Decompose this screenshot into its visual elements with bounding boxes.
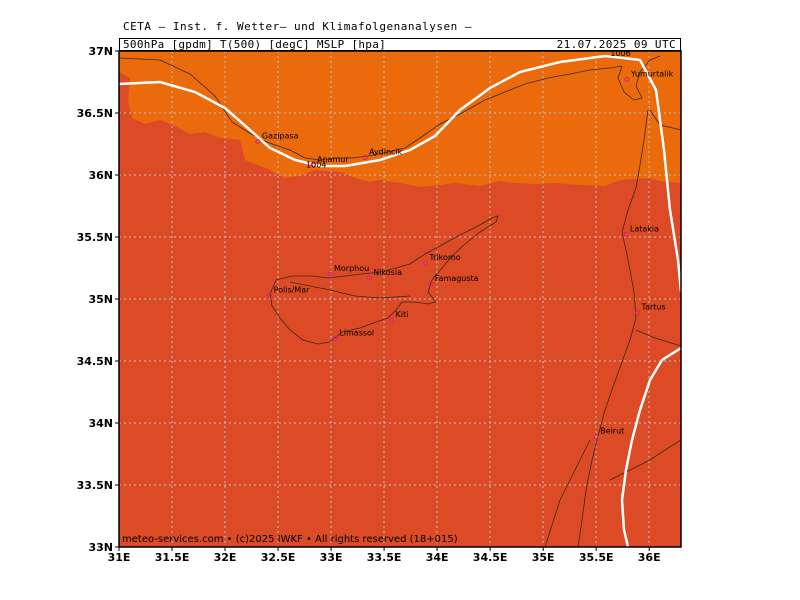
x-tick-label: 36E <box>638 551 661 564</box>
y-tick-label: 34N <box>88 417 113 430</box>
isobar-1006 <box>620 346 681 547</box>
axis-ticks: 31E 31.5E 32E 32.5E 33E 33.5E 34E 34.5E 35E 35.5E… <box>77 45 661 564</box>
x-tick-label: 33E <box>320 551 343 564</box>
city-marker <box>327 271 333 277</box>
city-marker <box>624 77 630 83</box>
y-tick-label: 36.5N <box>77 107 113 120</box>
city-marker <box>389 317 395 323</box>
footer-bar: meteo-services.com • (c)2025 IWKF • All … <box>119 534 681 547</box>
cyprus-coast <box>269 215 499 345</box>
x-tick-label: 34.5E <box>473 551 508 564</box>
y-tick-label: 33.5N <box>77 479 113 492</box>
city-label: Kiti <box>396 310 409 319</box>
city-label: Latakia <box>630 225 659 234</box>
city-label: Trikomo <box>428 253 460 262</box>
city-marker <box>332 336 338 342</box>
x-tick-label: 31.5E <box>155 551 190 564</box>
city-label: Nikosia <box>373 268 402 277</box>
lebanon-border <box>609 439 681 481</box>
city-label: Beirut <box>600 427 624 436</box>
coastlines <box>119 55 681 547</box>
y-tick-label: 36N <box>88 169 113 182</box>
map-plot-area <box>119 51 681 547</box>
chart-title: CETA – Inst. f. Wetter– und Klimafolgena… <box>123 20 473 33</box>
y-tick-label: 33N <box>88 541 113 554</box>
city-marker <box>310 162 316 168</box>
x-tick-label: 32E <box>214 551 237 564</box>
city-label: Polis/Mar <box>274 285 311 294</box>
syria-lebanon-border <box>635 329 681 347</box>
city-label: Tartus <box>641 303 666 312</box>
city-marker <box>366 275 372 281</box>
isobar-label: 1006 <box>610 49 630 58</box>
valid-time: 21.07.2025 09 UTC <box>556 38 676 51</box>
city-label: Morphou <box>334 264 369 273</box>
inland-border <box>544 439 591 547</box>
y-tick-label: 34.5N <box>77 355 113 368</box>
city-label: Gazipasa <box>262 132 299 141</box>
city-marker <box>593 434 599 440</box>
y-tick-label: 37N <box>88 45 113 58</box>
x-tick-label: 35E <box>532 551 555 564</box>
temperature-field-cooler <box>119 51 681 187</box>
lat-lon-grid <box>119 51 681 547</box>
isobar-label: 1004 <box>306 161 326 170</box>
city-marker <box>422 260 428 266</box>
city-label: Anamur <box>317 155 349 164</box>
city-marker <box>267 292 273 298</box>
city-marker <box>428 281 434 287</box>
turkey-coast <box>119 57 623 161</box>
y-tick-label: 35N <box>88 293 113 306</box>
city-marker <box>255 139 261 145</box>
isobars <box>119 54 681 547</box>
isobar-labels-layer: 1004 1006 <box>306 49 631 170</box>
levant-coast <box>577 109 649 547</box>
copyright-credit: meteo-services.com • (c)2025 IWKF • All … <box>122 534 458 545</box>
city-label: Yumurtalik <box>630 70 674 79</box>
city-marker <box>362 155 368 161</box>
cities-layer: Gazipasa Anamur Aydincik Yumurtalik Latakia T… <box>255 70 674 440</box>
y-tick-label: 35.5N <box>77 231 113 244</box>
x-tick-label: 31E <box>108 551 131 564</box>
isobar-1004 <box>119 54 681 293</box>
city-label: Limassol <box>339 329 374 338</box>
city-label: Famagusta <box>435 274 479 283</box>
x-tick-label: 35.5E <box>579 551 614 564</box>
x-tick-label: 32.5E <box>261 551 296 564</box>
cyprus-green-line <box>289 281 411 299</box>
field-description: 500hPa [gpdm] T(500) [degC] MSLP [hpa] <box>123 38 387 51</box>
x-tick-label: 33.5E <box>367 551 402 564</box>
city-marker <box>635 310 641 316</box>
iskenderun-gulf-coast <box>617 55 661 101</box>
x-tick-label: 34E <box>426 551 449 564</box>
city-label: Aydincik <box>369 148 403 157</box>
city-marker <box>623 232 629 238</box>
